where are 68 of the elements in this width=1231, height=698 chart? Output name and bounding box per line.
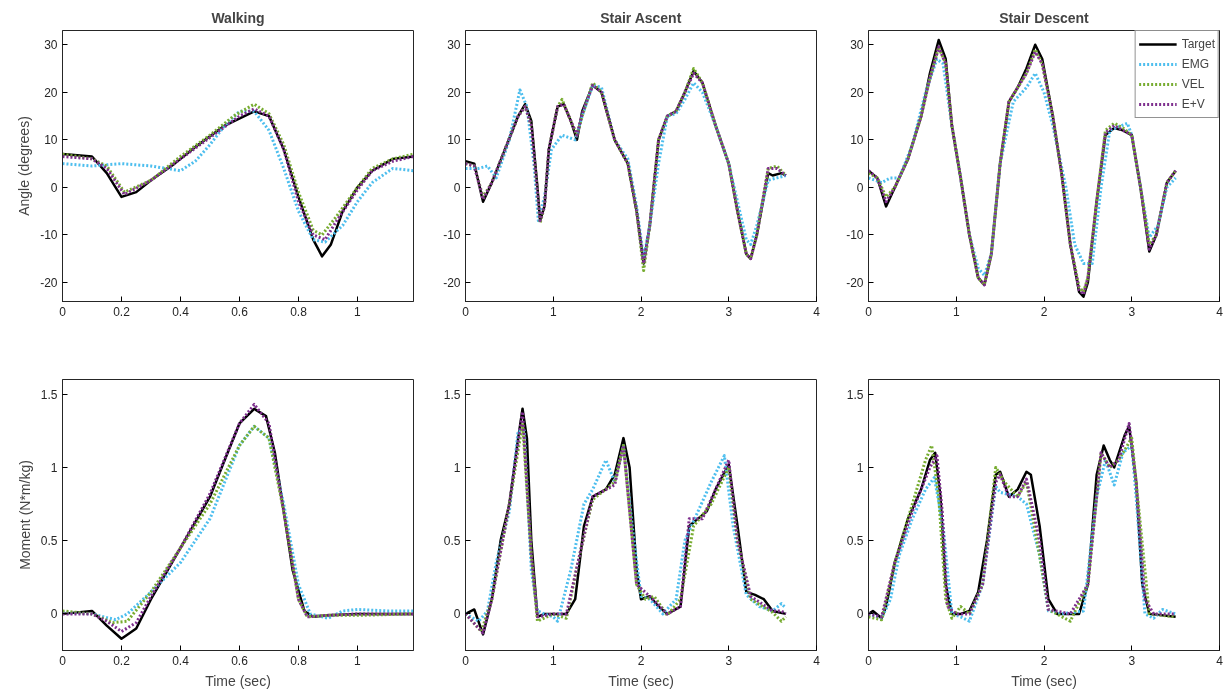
x-tick-label: 1 xyxy=(354,304,362,319)
legend-label: Target xyxy=(1181,37,1215,51)
y-tick-label: -10 xyxy=(846,228,864,243)
x-tick-label: 4 xyxy=(1216,304,1224,319)
y-tick-label: 10 xyxy=(850,133,864,148)
x-tick-label: 3 xyxy=(725,653,733,668)
y-tick-label: 0 xyxy=(50,607,58,622)
y-tick-label: 1.5 xyxy=(846,387,864,402)
y-tick-label: 0 xyxy=(856,607,864,622)
y-tick-label: 20 xyxy=(44,85,58,100)
x-axis-title: Time (sec) xyxy=(205,672,271,689)
x-tick-label: 1 xyxy=(549,304,557,319)
chart-title: Stair Ascent xyxy=(600,9,682,26)
y-tick-label: -10 xyxy=(443,228,461,243)
y-tick-label: 0.5 xyxy=(40,534,58,549)
y-tick-label: 1 xyxy=(453,460,461,475)
x-axis-title: Time (sec) xyxy=(608,672,674,689)
y-tick-label: 1.5 xyxy=(443,387,461,402)
x-tick-label: 2 xyxy=(1040,653,1048,668)
x-tick-label: 3 xyxy=(1128,653,1136,668)
x-tick-label: 2 xyxy=(637,653,645,668)
y-tick-label: 0.5 xyxy=(846,534,864,549)
x-tick-label: 1 xyxy=(952,304,960,319)
legend-label: EMG xyxy=(1181,57,1209,71)
chart-title: Stair Descent xyxy=(999,9,1090,26)
x-tick-label: 1 xyxy=(952,653,960,668)
x-tick-label: 1 xyxy=(549,653,557,668)
y-tick-label: 0.5 xyxy=(443,534,461,549)
x-tick-label: 0.6 xyxy=(231,304,249,319)
y-tick-label: -20 xyxy=(443,275,461,290)
y-tick-label: -10 xyxy=(40,228,58,243)
y-tick-label: -20 xyxy=(846,275,864,290)
chart-title: Walking xyxy=(211,9,265,26)
y-tick-label: 0 xyxy=(856,180,864,195)
x-tick-label: 0.4 xyxy=(172,304,190,319)
x-tick-label: 0.8 xyxy=(290,653,308,668)
y-tick-label: 0 xyxy=(453,607,461,622)
y-tick-label: 30 xyxy=(447,38,461,53)
x-tick-label: 0.8 xyxy=(290,304,308,319)
x-tick-label: 0.2 xyxy=(113,653,131,668)
x-tick-label: 1 xyxy=(354,653,362,668)
y-tick-label: 0 xyxy=(50,180,58,195)
y-tick-label: 20 xyxy=(447,85,461,100)
y-tick-label: 10 xyxy=(44,133,58,148)
y-tick-label: 1 xyxy=(50,460,58,475)
y-tick-label: -20 xyxy=(40,275,58,290)
x-tick-label: 2 xyxy=(637,304,645,319)
x-tick-label: 4 xyxy=(813,653,821,668)
x-tick-label: 2 xyxy=(1040,304,1048,319)
y-tick-label: 20 xyxy=(850,85,864,100)
x-tick-label: 0.6 xyxy=(231,653,249,668)
x-axis-title: Time (sec) xyxy=(1011,672,1077,689)
y-tick-label: 10 xyxy=(447,133,461,148)
legend-label: VEL xyxy=(1181,77,1205,91)
x-tick-label: 0.4 xyxy=(172,653,190,668)
y-tick-label: 30 xyxy=(850,38,864,53)
legend-label: E+V xyxy=(1181,97,1205,111)
x-tick-label: 3 xyxy=(725,304,733,319)
x-tick-label: 4 xyxy=(1216,653,1224,668)
x-tick-label: 3 xyxy=(1128,304,1136,319)
y-tick-label: 0 xyxy=(453,180,461,195)
y-axis-title: Angle (degrees) xyxy=(16,116,33,216)
y-axis-title: Moment (N*m/kg) xyxy=(16,460,33,570)
x-tick-label: 0.2 xyxy=(113,304,131,319)
y-tick-label: 30 xyxy=(44,38,58,53)
y-tick-label: 1.5 xyxy=(40,387,58,402)
y-tick-label: 1 xyxy=(856,460,864,475)
x-tick-label: 4 xyxy=(813,304,821,319)
